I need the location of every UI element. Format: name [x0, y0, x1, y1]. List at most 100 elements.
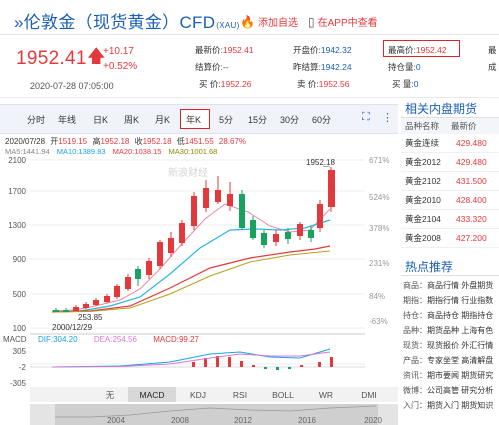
hot-item[interactable]: 商品：商品行情 外盘期货: [403, 281, 494, 290]
candle: [273, 234, 279, 242]
max-pointer: [322, 165, 331, 168]
futures-name[interactable]: 黄金2010: [405, 195, 441, 205]
candle: [63, 310, 69, 312]
tab-weekly-k[interactable]: 周K: [124, 115, 140, 125]
hot-item[interactable]: 现货：现货报价 外汇行情: [403, 341, 494, 350]
fullscreen-icon[interactable]: ⛶: [362, 111, 370, 123]
macd-bar: [318, 362, 321, 367]
futures-price: 429.480: [456, 157, 487, 167]
candle: [114, 286, 120, 297]
tab-year-line[interactable]: 年线: [58, 115, 77, 125]
more-icon[interactable]: ⋮: [382, 112, 393, 124]
candle: [53, 310, 59, 312]
quote-divider: [0, 97, 499, 98]
tab-timeshare[interactable]: 分时: [27, 115, 46, 125]
macd-tick-label: -305: [10, 379, 27, 388]
indicator-tab-boll[interactable]: BOLL: [272, 390, 294, 400]
hot-item[interactable]: 资讯：期市要闻 期货研究: [403, 371, 494, 380]
macd-bar: [252, 365, 255, 367]
add-watchlist-label: 添加自选: [257, 18, 298, 29]
hot-item[interactable]: 品种：期货品种 上海有色: [403, 326, 494, 335]
macd-info-line: DIF:304.20 DEA:254.56 MACD:99.27: [38, 335, 200, 344]
indicator-tab-rsi[interactable]: RSI: [233, 390, 247, 400]
page-title: »伦敦金（现货黄金）CFD(XAU): [14, 8, 240, 33]
tab-monthly-k[interactable]: 月K: [155, 115, 171, 125]
macd-axis-labels: 305 -2 -305: [10, 347, 27, 388]
macd-bar: [240, 361, 243, 367]
related-futures-title: 相关内盘期货: [401, 96, 499, 118]
y-tick-label: 1300: [8, 221, 26, 230]
futures-row[interactable]: 黄金2102 431.500: [401, 172, 499, 191]
add-watchlist-link[interactable]: 🔥 添加自选: [240, 14, 298, 30]
candle: [250, 220, 256, 238]
ma30-line: [51, 250, 331, 313]
tab-30min[interactable]: 30分: [280, 115, 300, 125]
candle: [93, 300, 99, 305]
field-buy: 买 价:1952.26: [199, 79, 252, 89]
futures-name[interactable]: 黄金连续: [405, 138, 440, 148]
hot-list: 商品：商品行情 外盘期货 期指：期指行情 行业指数 持仓：商品持仓 期指持仓 品…: [401, 276, 499, 413]
hot-item[interactable]: 持仓：商品持仓 期指持仓: [403, 311, 494, 320]
timeline-year: 2004: [107, 416, 125, 425]
futures-row[interactable]: 黄金2104 433.320: [401, 210, 499, 229]
futures-name[interactable]: 黄金2104: [405, 214, 441, 224]
open-app-link[interactable]: ▯ 在APP中查看: [308, 14, 378, 30]
pct-tick-label: -63%: [369, 317, 388, 326]
min-date-label: 2000/12/29: [52, 323, 93, 332]
timeline-year: 2012: [234, 416, 252, 425]
macd-bar: [300, 365, 303, 367]
timeline-range-window[interactable]: [55, 404, 378, 425]
col-price-header: 最新价: [451, 121, 477, 131]
futures-name[interactable]: 黄金2008: [405, 233, 441, 243]
chart-info-line: 2020/07/28 开1519.15 高1952.18 收1952.18 低1…: [5, 136, 246, 146]
y-tick-label: 500: [13, 290, 27, 299]
field-latest: 最新价:1952.41: [195, 45, 254, 55]
y-tick-label: 100: [13, 324, 27, 333]
candle: [157, 242, 163, 266]
field-sell: 卖 价:1952.56: [297, 79, 350, 89]
up-arrow-icon: 🡅: [87, 46, 106, 66]
tab-5min[interactable]: 5分: [219, 115, 234, 125]
futures-row[interactable]: 黄金2010 428.400: [401, 191, 499, 210]
phone-icon: ▯: [308, 14, 315, 29]
pct-tick-label: 524%: [369, 193, 389, 202]
indicator-tab-macd[interactable]: MACD: [139, 390, 164, 400]
macd-title: MACD: [3, 335, 27, 344]
tab-daily-k[interactable]: 日K: [93, 115, 109, 125]
watermark: 新浪财经: [168, 166, 208, 179]
macd-bar: [192, 362, 195, 367]
hot-item[interactable]: 期指：期指行情 行业指数: [403, 296, 494, 305]
pct-tick-label: 84%: [369, 292, 385, 301]
quote-datetime: 2020-07-28 07:05:00: [30, 81, 114, 91]
y-tick-label: 2100: [8, 156, 26, 165]
indicator-tab-wr[interactable]: WR: [319, 390, 333, 400]
futures-name[interactable]: 黄金2102: [405, 176, 441, 186]
candle: [73, 307, 79, 311]
indicator-tab-none[interactable]: 无: [106, 390, 115, 400]
tab-selected-highlight: [180, 109, 210, 129]
tab-yearly-k[interactable]: 年K: [186, 115, 202, 125]
macd-bar: [330, 357, 333, 367]
timeline-price-trace: [55, 405, 377, 418]
col-name-header: 品种名称: [405, 121, 440, 131]
indicator-tab-dmi[interactable]: DMI: [361, 390, 377, 400]
hot-item[interactable]: 入门：期货入门 期货知识: [403, 401, 494, 410]
futures-row[interactable]: 黄金2008 427.200: [401, 229, 499, 248]
futures-name[interactable]: 黄金2012: [405, 157, 441, 167]
tab-15min[interactable]: 15分: [248, 115, 268, 125]
hot-item[interactable]: 产品：专家坐堂 高清解盘: [403, 356, 494, 365]
header-divider: [0, 34, 499, 35]
indicator-tab-kdj[interactable]: KDJ: [190, 390, 206, 400]
chart-grid: [30, 159, 365, 400]
macd-bar: [288, 367, 291, 369]
max-price-label: 1952.18: [306, 158, 335, 167]
pct-axis-labels: 671% 524% 378% 231% 84% -63%: [369, 156, 389, 326]
futures-row[interactable]: 黄金连续 429.480: [401, 134, 499, 153]
timeline-year: 2016: [298, 416, 316, 425]
tab-60min[interactable]: 60分: [312, 115, 332, 125]
indicator-tabs-bg: [30, 387, 398, 402]
futures-row[interactable]: 黄金2012 429.480: [401, 153, 499, 172]
flame-icon: 🔥: [240, 14, 255, 29]
field-open: 开盘价:1942.32: [293, 45, 352, 55]
hot-item[interactable]: 微博：公司高管 研究分析: [403, 386, 494, 395]
